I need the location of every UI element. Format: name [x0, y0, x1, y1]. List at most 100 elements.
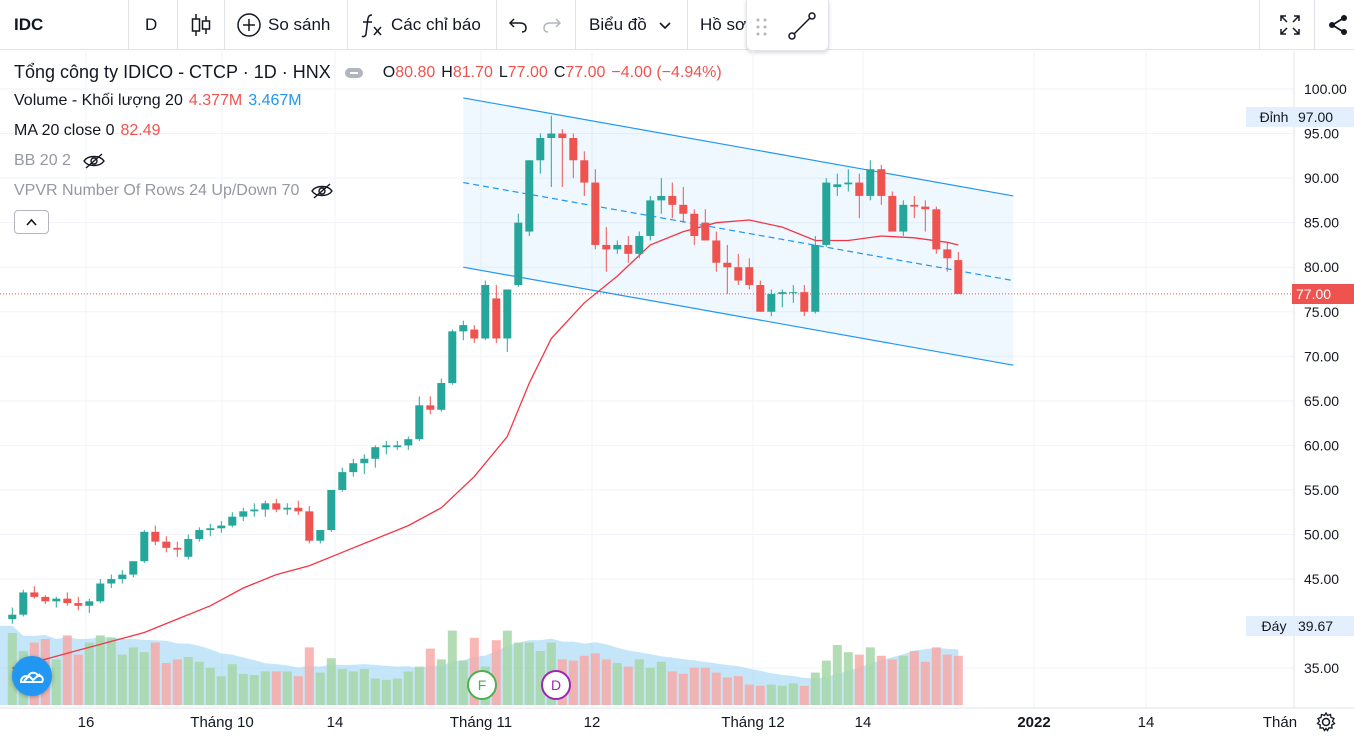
time-label: Thán [1262, 714, 1298, 731]
undo-button[interactable] [507, 0, 529, 50]
candle [712, 231, 721, 272]
candle [888, 191, 897, 232]
time-label: Tháng 11 [449, 714, 513, 731]
chart-type-button[interactable] [190, 0, 212, 50]
share-icon [1329, 15, 1347, 35]
interval-button[interactable]: D [145, 0, 157, 50]
volume-bar [95, 635, 105, 705]
volume-bar [777, 685, 787, 705]
candle [701, 209, 710, 241]
volume-bar [931, 647, 941, 705]
candle [382, 440, 391, 455]
candle [910, 195, 919, 219]
parallel-channel[interactable] [463, 97, 1014, 366]
candle-body [855, 182, 864, 196]
volume-bar [172, 659, 182, 705]
volume-bar [623, 666, 633, 705]
candle [833, 173, 842, 196]
channel-upper-line [463, 97, 1014, 197]
floating-drawing-toolbar [746, 0, 829, 51]
candle [547, 115, 556, 188]
profile-label: Hồ sơ [700, 15, 747, 34]
drag-handle-icon[interactable] [755, 17, 769, 37]
volume-bar [887, 659, 897, 705]
volume-bar [535, 651, 545, 705]
volume-bar [403, 671, 413, 705]
candle-body [877, 169, 886, 196]
toolbar-divider [575, 0, 576, 50]
candle-body [558, 133, 567, 139]
volume-bar [689, 667, 699, 705]
compare-button[interactable]: So sánh [236, 0, 330, 50]
volume-bar [744, 684, 754, 705]
volume-bar [128, 647, 138, 705]
volume-bar [260, 671, 270, 705]
volume-bar [733, 676, 743, 705]
candle-body [811, 244, 820, 312]
volume-bar [722, 677, 732, 705]
share-button[interactable] [1326, 0, 1350, 50]
volume-bar [326, 658, 336, 705]
candle-body [74, 603, 83, 606]
legend-menu-icon[interactable] [344, 67, 363, 78]
candle-body [52, 598, 61, 602]
candle [19, 589, 28, 617]
candle [745, 258, 754, 290]
price-axis[interactable]: 100.00 95.00 90.00 85.00 80.00 75.00 70.00 65.0… [1304, 81, 1347, 676]
indicators-button[interactable]: Các chỉ báo [360, 0, 481, 50]
volume-bar [678, 673, 688, 705]
candle [162, 536, 171, 553]
event-marker-d[interactable]: D [541, 670, 571, 700]
candle-body [701, 222, 710, 241]
volume-bar [359, 669, 369, 705]
trend-line-tool-icon[interactable] [785, 9, 819, 43]
candle [151, 525, 160, 546]
chevron-up-icon [26, 218, 37, 226]
candle-body [745, 267, 754, 286]
fullscreen-button[interactable] [1278, 0, 1302, 50]
redo-button[interactable] [541, 0, 563, 50]
candle-body [921, 206, 930, 210]
high-label-name: Đỉnh [1259, 109, 1289, 125]
channel-lower-line [463, 266, 1014, 366]
candle-body [261, 503, 270, 510]
gear-icon[interactable] [1315, 711, 1337, 733]
ohlc-open-value: 80.80 [395, 63, 436, 81]
toolbar-divider [1259, 0, 1260, 50]
candle [723, 244, 732, 294]
candle-body [679, 204, 688, 214]
price-tick-label: 100.00 [1304, 81, 1347, 97]
candle-body [668, 195, 677, 205]
volume-bar [370, 678, 380, 705]
candle [393, 440, 402, 450]
candle [140, 530, 149, 564]
volume-legend-label: Volume - Khối lượng 20 [14, 92, 183, 109]
candle [932, 206, 941, 254]
eye-hidden-icon[interactable] [83, 153, 105, 169]
volume-ma-value: 3.467M [248, 92, 302, 109]
candle [316, 530, 325, 544]
candle-body [415, 405, 424, 440]
volume-bar [898, 655, 908, 705]
candle-body [756, 285, 765, 312]
candle-body [283, 507, 292, 510]
candle [844, 169, 853, 192]
candle [63, 592, 72, 606]
candle [877, 164, 886, 205]
toolbar-divider [224, 0, 225, 50]
candle [811, 236, 820, 314]
symbol-search-button[interactable]: IDC [14, 0, 43, 50]
tradingview-logo[interactable] [12, 656, 52, 696]
legend-collapse-button[interactable] [14, 210, 49, 234]
profile-button[interactable]: Hồ sơ [700, 0, 746, 50]
eye-hidden-icon[interactable] [311, 183, 334, 199]
chart-menu-button[interactable]: Biểu đồ [589, 0, 673, 50]
candle [349, 458, 358, 477]
volume-bar [139, 652, 149, 705]
candle-body [602, 244, 611, 250]
candle-body [107, 579, 116, 584]
event-marker-f[interactable]: F [467, 670, 497, 700]
candle [272, 498, 281, 513]
channel-fill [463, 97, 1014, 366]
